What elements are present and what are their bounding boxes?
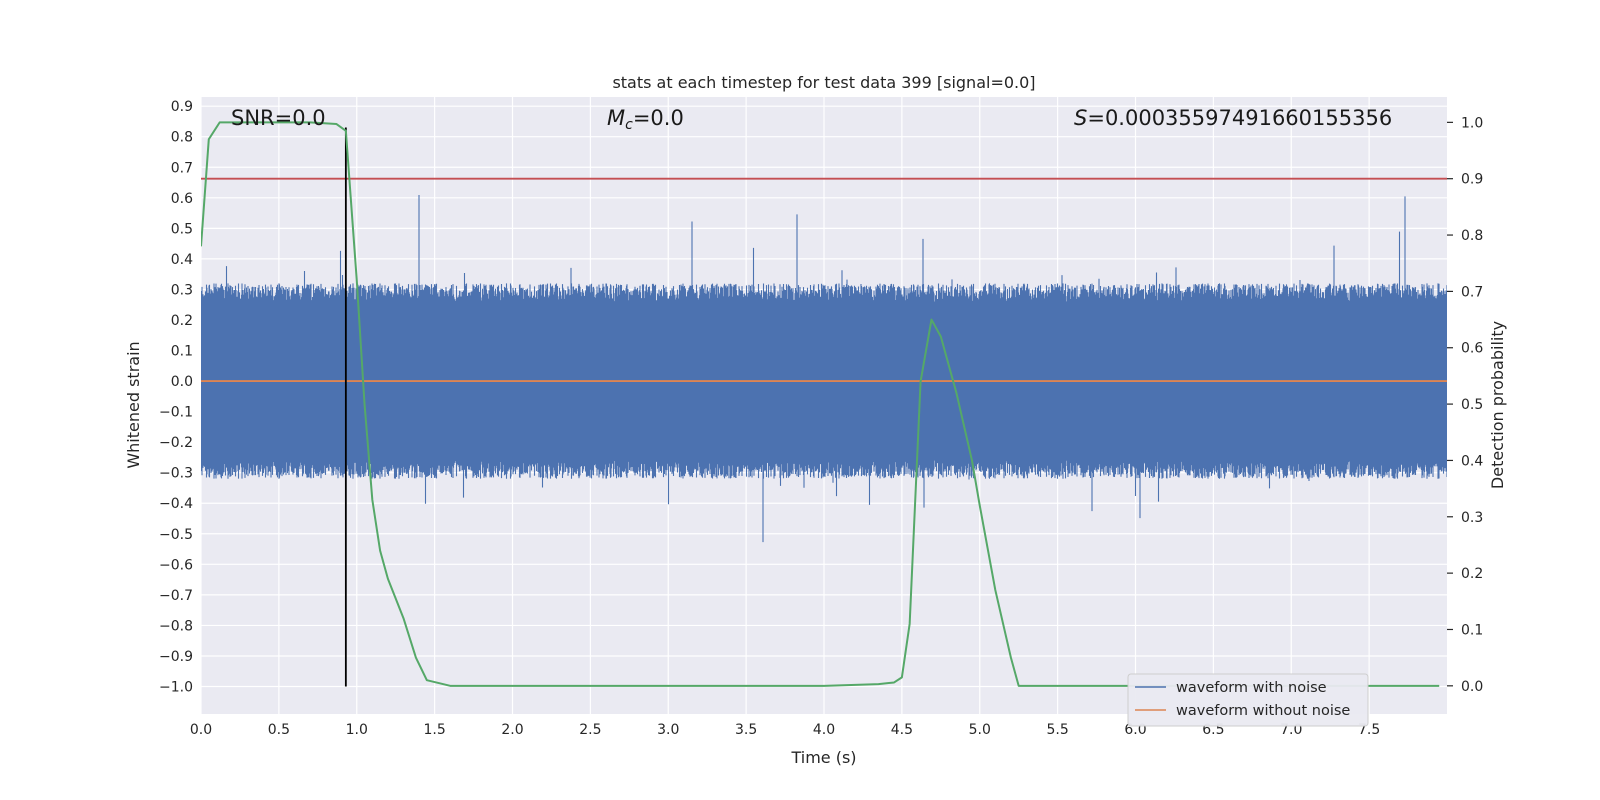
y-tick-label: −1.0 bbox=[159, 680, 193, 696]
y-tick-label: 0.5 bbox=[171, 221, 193, 237]
y-axis-left: 0.9 0.8 0.7 0.6 0.5 0.4 0.3 0.2 0.1 0.0 −0.1 −0.2 −0… bbox=[159, 99, 193, 695]
x-tick-label: 5.0 bbox=[969, 722, 991, 738]
y-tick-label: 0.0 bbox=[171, 374, 193, 390]
y-tick-label: −0.7 bbox=[159, 588, 193, 604]
annotation-mc-symbol: M bbox=[607, 106, 625, 130]
x-tick-label: 0.0 bbox=[190, 722, 212, 738]
annotation-mc: Mc=0.0 bbox=[607, 106, 684, 133]
y-tick-label: 0.6 bbox=[171, 191, 193, 207]
legend-box bbox=[1127, 673, 1369, 727]
x-tick-label: 2.5 bbox=[579, 722, 601, 738]
x-tick-label: 0.5 bbox=[268, 722, 290, 738]
y2-axis-label: Detection probability bbox=[1488, 321, 1507, 489]
y-tick-label: 0.4 bbox=[171, 252, 193, 268]
y-tick-label: −0.9 bbox=[159, 649, 193, 665]
y2-tick-label: 0.3 bbox=[1461, 510, 1483, 526]
x-tick-label: 4.5 bbox=[891, 722, 913, 738]
x-tick-label: 3.0 bbox=[657, 722, 679, 738]
y2-tick-label: 1.0 bbox=[1461, 115, 1483, 131]
y-tick-label: −0.1 bbox=[159, 405, 193, 421]
legend-label-clean: waveform without noise bbox=[1176, 703, 1350, 719]
y-tick-label: −0.4 bbox=[159, 496, 193, 512]
annotation-mc-sub: c bbox=[625, 117, 633, 133]
annotation-s-symbol: S bbox=[1074, 106, 1087, 130]
detection-probability-line bbox=[201, 121, 1440, 687]
y-tick-label: −0.2 bbox=[159, 435, 193, 451]
y-tick-label: 0.8 bbox=[171, 130, 193, 146]
y2-tick-label: 0.1 bbox=[1461, 622, 1483, 638]
y2-tick-label: 0.6 bbox=[1461, 341, 1483, 357]
y2-tick-label: 0.2 bbox=[1461, 566, 1483, 582]
y-tick-label: 0.7 bbox=[171, 160, 193, 176]
y2-tick-label: 0.5 bbox=[1461, 397, 1483, 413]
x-tick-label: 4.0 bbox=[813, 722, 835, 738]
annotation-s-value: =0.00035597491660155356 bbox=[1087, 106, 1392, 130]
y-axis-label: Whitened strain bbox=[124, 341, 143, 468]
y-axis-right: 1.0 0.9 0.8 0.7 0.6 0.5 0.4 0.3 0.2 0.1 0.0 bbox=[1447, 115, 1483, 695]
x-tick-label: 1.5 bbox=[423, 722, 445, 738]
annotation-snr: SNR=0.0 bbox=[231, 106, 326, 130]
y-tick-label: 0.2 bbox=[171, 313, 193, 329]
x-tick-label: 2.0 bbox=[501, 722, 523, 738]
y2-tick-label: 0.8 bbox=[1461, 228, 1483, 244]
overlay-lines bbox=[201, 121, 1447, 687]
x-tick-label: 5.5 bbox=[1046, 722, 1068, 738]
y-tick-label: 0.3 bbox=[171, 282, 193, 298]
y2-tick-label: 0.0 bbox=[1461, 679, 1483, 695]
legend: waveform with noise waveform without noi… bbox=[1127, 673, 1369, 727]
y2-tick-label: 0.4 bbox=[1461, 453, 1483, 469]
y-tick-label: −0.5 bbox=[159, 527, 193, 543]
y-tick-label: −0.6 bbox=[159, 557, 193, 573]
legend-label-noise: waveform with noise bbox=[1176, 680, 1327, 696]
y-tick-label: −0.8 bbox=[159, 618, 193, 634]
y-tick-label: −0.3 bbox=[159, 466, 193, 482]
annotation-mc-value: =0.0 bbox=[633, 106, 684, 130]
x-axis-label: Time (s) bbox=[790, 748, 856, 767]
chart-title: stats at each timestep for test data 399… bbox=[612, 73, 1035, 92]
y2-tick-label: 0.9 bbox=[1461, 172, 1483, 188]
y-tick-label: 0.9 bbox=[171, 99, 193, 115]
x-tick-label: 1.0 bbox=[346, 722, 368, 738]
x-tick-label: 3.5 bbox=[735, 722, 757, 738]
y2-tick-label: 0.7 bbox=[1461, 284, 1483, 300]
y-tick-label: 0.1 bbox=[171, 344, 193, 360]
annotation-s: S=0.00035597491660155356 bbox=[1074, 106, 1392, 130]
